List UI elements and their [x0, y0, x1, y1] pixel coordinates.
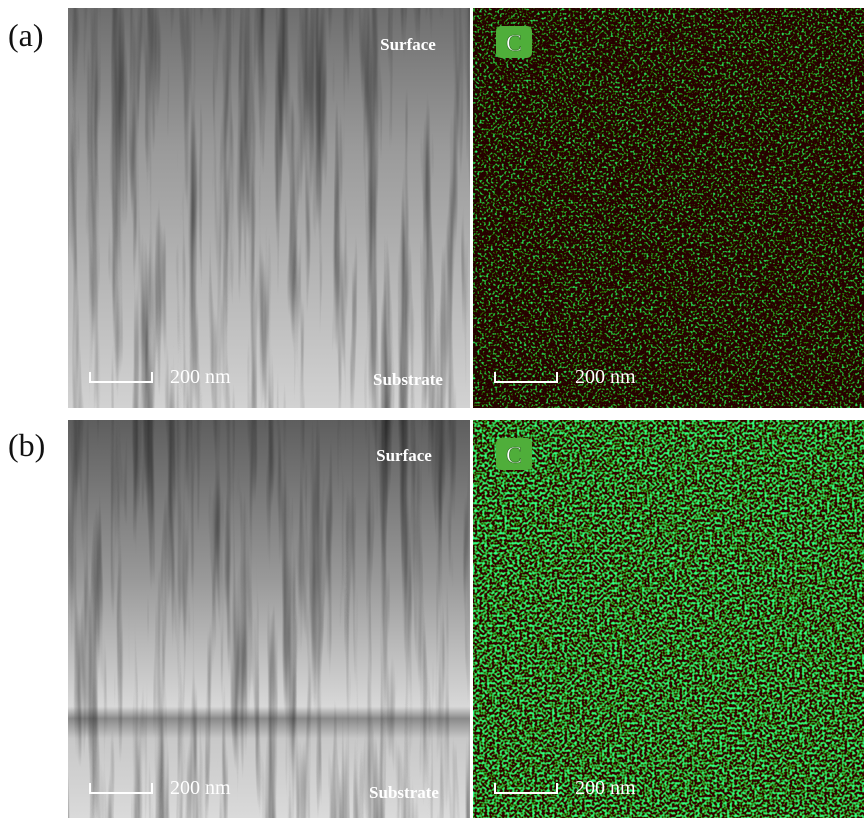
- scale-label: 200 nm: [575, 777, 636, 799]
- scale-label: 200 nm: [575, 366, 636, 388]
- panel-a: (a) Surface Substrate 200 nm C 200 nm: [8, 8, 864, 408]
- surface-label: Surface: [380, 35, 436, 54]
- tem-texture: [68, 420, 470, 818]
- scale-bar: [494, 783, 558, 794]
- element-label: C: [506, 443, 522, 469]
- element-badge: [496, 26, 532, 58]
- eds-map: [473, 420, 864, 818]
- scale-label: 200 nm: [170, 777, 231, 799]
- scale-bar: [89, 783, 153, 794]
- substrate-label: Substrate: [369, 783, 439, 802]
- eds-map: [473, 8, 864, 408]
- tem-texture: [68, 8, 470, 408]
- panel-label: (a): [8, 17, 44, 53]
- substrate-label: Substrate: [373, 370, 443, 389]
- scale-bar: [89, 372, 153, 383]
- surface-label: Surface: [376, 446, 432, 465]
- element-label: C: [506, 31, 522, 57]
- panel-label: (b): [8, 427, 45, 463]
- panel-b: (b) Surface Substrate 200 nm C 200 nm: [8, 420, 864, 818]
- scale-bar: [494, 372, 558, 383]
- element-badge: [496, 438, 532, 470]
- scale-label: 200 nm: [170, 366, 231, 388]
